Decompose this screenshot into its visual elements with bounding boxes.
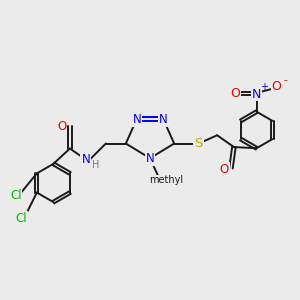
Text: Cl: Cl [10,189,22,202]
Text: H: H [92,160,100,170]
Text: S: S [194,137,203,150]
Text: Cl: Cl [16,212,27,225]
Text: N: N [159,112,168,126]
Text: -: - [283,75,287,85]
Text: O: O [220,163,229,176]
Text: N: N [132,112,141,126]
Text: O: O [57,120,66,133]
Text: O: O [230,87,240,100]
Text: +: + [260,82,268,92]
Text: N: N [252,88,261,100]
Text: N: N [146,152,154,165]
Text: O: O [272,80,281,93]
Text: N: N [81,153,90,166]
Text: methyl: methyl [149,175,183,185]
